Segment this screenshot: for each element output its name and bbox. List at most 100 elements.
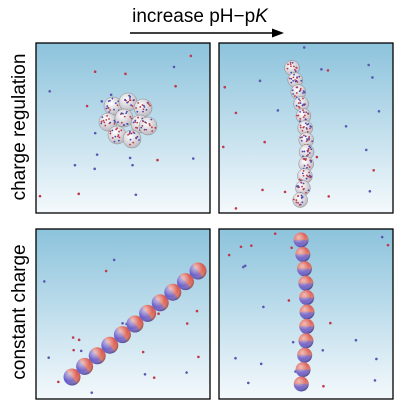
particle [122,129,142,149]
particle [76,357,94,375]
header-italic: K [255,6,269,27]
charge-site [134,119,137,122]
charge-site [301,185,303,188]
charge-site [122,112,124,115]
charge-site [129,97,131,99]
charge-site [309,146,312,149]
charge-site [295,86,298,89]
ion [243,264,247,268]
particle [293,376,309,392]
charge-site [129,138,132,141]
arrow-head [272,28,284,38]
particle [113,326,131,344]
charge-site [308,152,311,154]
ion [38,194,42,198]
charge-site [100,122,103,125]
particle [98,112,118,132]
ion [371,76,374,79]
charge-site [295,104,298,107]
charge-site [136,121,139,124]
charge-site [150,126,153,129]
charge-site [130,104,132,107]
charge-site [291,61,294,64]
charge-site [292,93,295,95]
particle-shade [298,333,314,349]
ion [104,269,108,273]
charge-site [107,100,110,103]
charge-site [126,123,129,125]
particle [297,347,313,363]
charge-site [129,143,131,146]
charge-site [142,110,144,113]
charge-site [100,120,103,123]
particle [284,60,300,76]
charge-site [302,174,305,177]
charge-site [113,108,115,111]
charge-site [107,107,110,109]
charge-site [127,133,129,136]
charge-site [306,166,308,169]
charge-site [149,104,151,107]
particle [298,333,314,349]
charge-site [147,101,150,104]
particle-shade [164,283,182,301]
charge-site [138,139,140,141]
charge-site [130,117,133,120]
charge-site [298,75,301,78]
charge-site [116,127,119,130]
charge-site [299,120,301,123]
charge-site [305,111,308,114]
charge-site [302,104,304,106]
charge-site [309,127,311,130]
ion [71,336,75,339]
ion [344,124,348,128]
charge-site [141,104,144,106]
particle [297,168,313,184]
charge-site [120,121,123,124]
particle [298,132,314,148]
ion [321,348,325,352]
particle [297,120,313,136]
ion [377,109,381,113]
ion [128,156,132,160]
particle-shade [293,376,309,392]
particle [287,72,303,88]
charge-site [117,121,119,124]
particle [138,116,158,136]
charge-site [105,119,108,121]
charge-site [288,77,291,80]
particle [298,275,314,291]
charge-site [305,177,308,180]
charge-site [151,130,154,133]
charge-site [309,125,312,128]
charge-site [310,175,313,178]
charge-site [125,112,128,115]
charge-site [302,109,304,112]
ion [375,357,378,361]
charge-site [142,108,145,111]
charge-site [308,166,311,168]
ion [85,104,89,108]
charge-site [309,159,312,162]
ion [72,348,75,352]
charge-site [148,122,151,125]
charge-site [296,77,298,79]
charge-site [302,188,305,191]
charge-site [113,140,116,143]
particle-shade [295,362,311,378]
ion [57,380,60,384]
ion [227,253,231,257]
charge-site [299,126,302,129]
charge-site [123,115,126,118]
ion [95,153,99,156]
ion [131,163,134,167]
charge-site [291,89,294,92]
ion [185,322,189,325]
charge-site [128,132,131,135]
charge-site [126,101,129,104]
charge-site [137,116,139,119]
particle-shade [299,304,315,320]
charge-site [117,134,120,136]
